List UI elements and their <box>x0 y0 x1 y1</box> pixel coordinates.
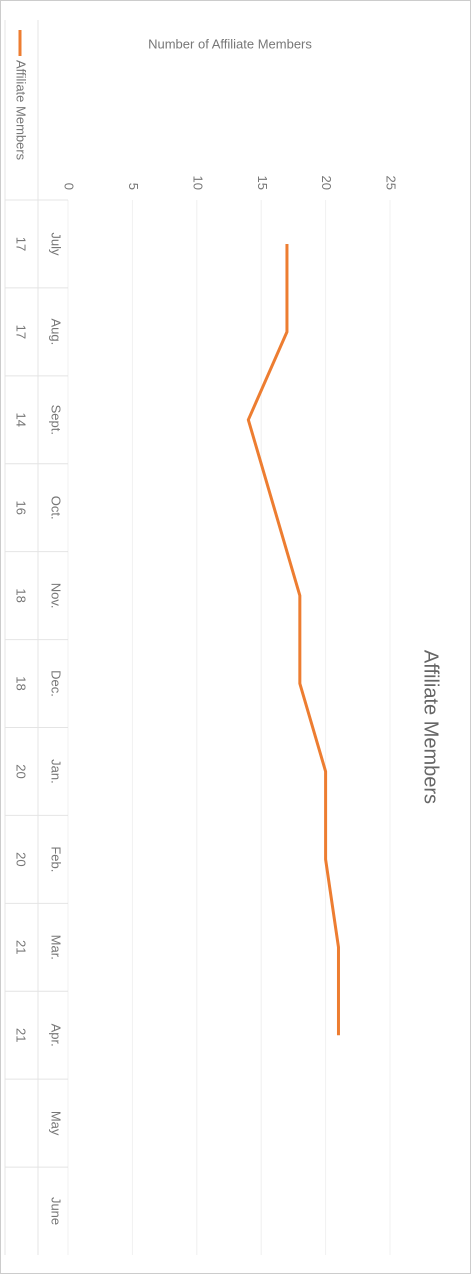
data-table-value: 14 <box>14 413 29 427</box>
x-tick-label: Aug. <box>49 319 64 346</box>
x-tick-label: Nov. <box>49 583 64 609</box>
x-tick-label: Apr. <box>49 1024 64 1047</box>
x-tick-label: Feb. <box>49 846 64 872</box>
x-tick-label: May <box>49 1111 64 1136</box>
y-tick-label: 10 <box>190 176 205 190</box>
y-tick-label: 5 <box>126 183 141 190</box>
y-tick-label: 20 <box>319 176 334 190</box>
data-table-value: 18 <box>14 676 29 690</box>
y-tick-label: 0 <box>62 183 77 190</box>
legend-label: Affiliate Members <box>14 60 29 161</box>
x-tick-label: June <box>49 1197 64 1225</box>
x-tick-label: Sept. <box>49 405 64 435</box>
line <box>246 243 340 1036</box>
chart-title: Affiliate Members <box>420 650 442 804</box>
data-table-value: 20 <box>14 852 29 866</box>
x-tick-label: July <box>49 232 64 256</box>
data-table-value: 21 <box>14 1028 29 1042</box>
x-tick-label: Oct. <box>49 496 64 520</box>
data-table-value: 18 <box>14 588 29 602</box>
x-tick-label: Jan. <box>49 759 64 784</box>
data-table-value: 17 <box>14 237 29 251</box>
data-table-value: 20 <box>14 764 29 778</box>
data-table-value: 17 <box>14 325 29 339</box>
y-axis-title: Number of Affiliate Members <box>148 36 312 51</box>
x-tick-label: Mar. <box>49 935 64 960</box>
y-tick-label: 15 <box>255 176 270 190</box>
rotated-chart: Affiliate Members Number of Affiliate Me… <box>4 20 442 1255</box>
data-table-value: 16 <box>14 500 29 514</box>
x-tick-label: Dec. <box>49 670 64 697</box>
y-tick-label: 25 <box>384 176 399 190</box>
data-table-value: 21 <box>14 940 29 954</box>
